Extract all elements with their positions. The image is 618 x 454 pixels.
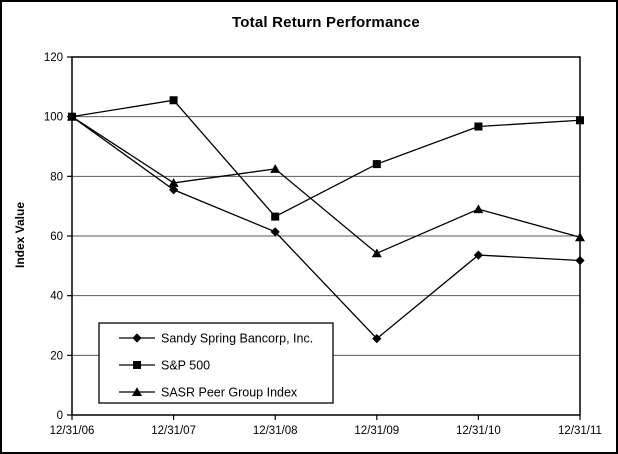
square-data-point (576, 116, 584, 125)
legend-label: SASR Peer Group Index (161, 386, 298, 400)
triangle-data-point (575, 232, 585, 242)
series-line (71, 116, 581, 340)
legend-square-marker (133, 361, 141, 369)
chart-title: Total Return Performance (232, 14, 420, 31)
y-tick-label: 60 (50, 231, 63, 243)
triangle-data-point (67, 111, 77, 121)
x-tick-label: 12/31/08 (253, 425, 298, 437)
x-tick-label: 12/31/06 (50, 425, 95, 437)
y-tick-label: 120 (44, 52, 63, 64)
x-tick-label: 12/31/09 (354, 425, 399, 437)
legend-diamond-marker (132, 333, 142, 343)
y-tick-label: 0 (57, 410, 63, 422)
triangle-data-point (473, 204, 484, 214)
y-tick-label: 100 (44, 112, 63, 124)
square-data-point (474, 122, 483, 131)
triangle-data-point (270, 164, 281, 173)
diamond-data-point (169, 185, 179, 195)
series-line (71, 99, 581, 218)
legend-label: S&P 500 (161, 359, 210, 373)
diamond-data-point (473, 250, 483, 260)
square-data-point (372, 160, 381, 169)
y-tick-label: 80 (50, 171, 63, 183)
legend-label: Sandy Spring Bancorp, Inc. (161, 332, 313, 346)
x-tick-label: 12/31/11 (558, 425, 602, 437)
legend-triangle-marker (132, 387, 142, 396)
x-tick-label: 12/31/10 (456, 425, 501, 437)
y-tick-label: 40 (50, 291, 63, 303)
y-tick-label: 20 (50, 350, 63, 362)
diamond-data-point (575, 255, 585, 266)
square-data-point (169, 96, 178, 105)
square-data-point (271, 212, 280, 221)
diamond-data-point (372, 334, 382, 344)
triangle-data-point (371, 248, 382, 258)
diamond-data-point (270, 227, 280, 237)
triangle-data-point (168, 178, 179, 187)
series-line (71, 116, 581, 255)
x-tick-label: 12/31/07 (151, 425, 196, 437)
